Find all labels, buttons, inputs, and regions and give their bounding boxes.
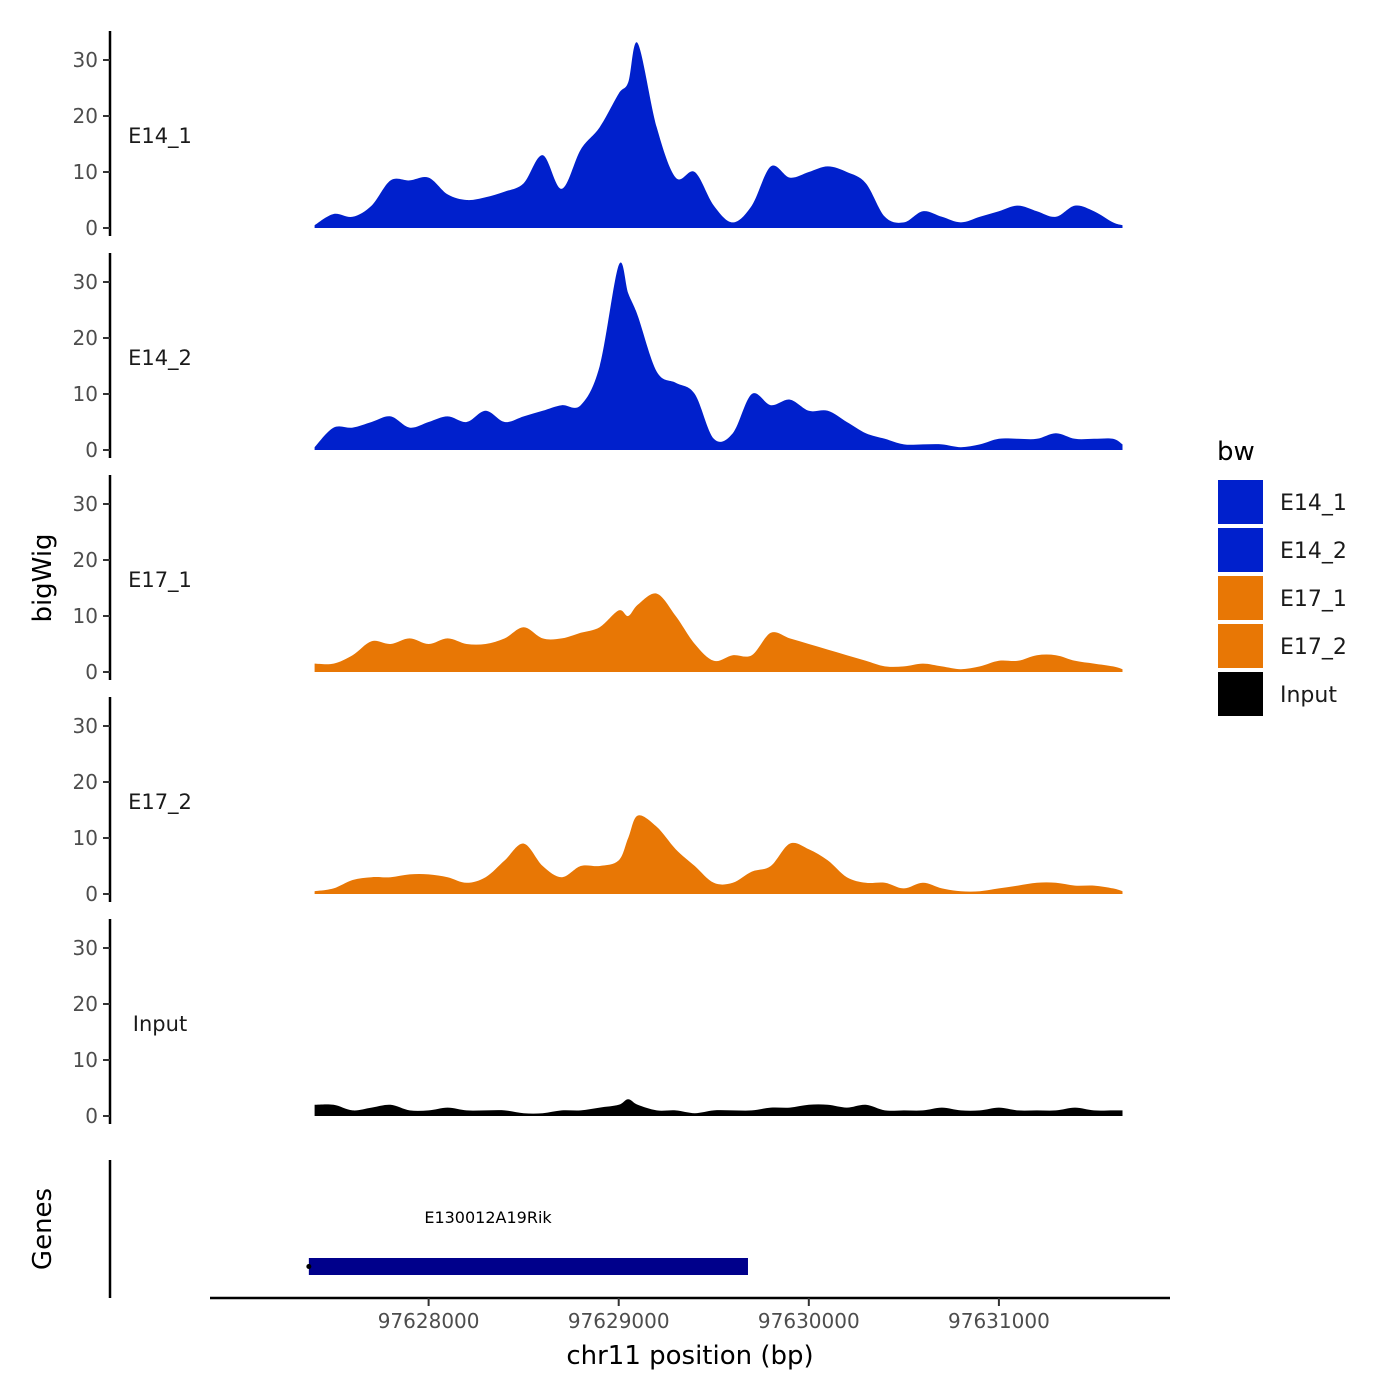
y-tick-label: 10 [73,604,98,628]
genes-panel: E130012A19Rik Genes [28,1160,748,1298]
legend-label: Input [1280,683,1337,708]
y-tick-label: 0 [85,1104,98,1128]
legend-title: bw [1217,437,1255,467]
legend-label: E14_2 [1280,539,1347,564]
legend: bw E14_1 E14_2 E17_1 E17_2 Input [1217,437,1347,716]
gene-label: E130012A19Rik [424,1208,552,1227]
x-tick-label: 97628000 [378,1309,480,1333]
track-label: E14_2 [128,346,192,371]
track-E14_2: 0 10 20 30 E14_2 [73,253,1123,462]
gene-body [308,1258,748,1275]
x-tick-label: 97629000 [568,1309,670,1333]
y-tick-label: 30 [73,270,98,294]
signal-area-E17_2 [314,815,1123,894]
track-label: E17_2 [128,790,192,815]
legend-key-E14_1 [1218,480,1263,524]
signal-area-E14_2 [314,262,1123,450]
signal-area-E14_1 [314,42,1123,228]
signal-tracks: 0 10 20 30 E14_1 0 10 20 30 E14_2 0 10 20 30 E17_1 0 10 2… [73,31,1123,1128]
y-tick-label: 20 [73,992,98,1016]
track-E17_1: 0 10 20 30 E17_1 [73,475,1123,684]
legend-label: E14_1 [1280,491,1347,516]
y-tick-label: 0 [85,216,98,240]
genes-axis-title: Genes [28,1188,58,1270]
legend-key-E17_1 [1218,576,1263,620]
legend-key-E14_2 [1218,528,1263,572]
track-label: E17_1 [128,568,192,593]
track-E14_1: 0 10 20 30 E14_1 [73,31,1123,240]
y-tick-label: 0 [85,882,98,906]
y-tick-label: 30 [73,48,98,72]
legend-label: E17_1 [1280,587,1347,612]
legend-key-E17_2 [1218,624,1263,668]
y-tick-label: 10 [73,826,98,850]
y-tick-label: 10 [73,1048,98,1072]
y-tick-label: 0 [85,660,98,684]
y-tick-label: 30 [73,714,98,738]
track-label: Input [133,1012,187,1036]
x-tick-label: 97631000 [948,1309,1050,1333]
x-axis: chr11 position (bp) 97628000 97629000 9763… [210,1296,1170,1371]
y-tick-label: 20 [73,548,98,572]
y-tick-label: 30 [73,492,98,516]
y-tick-label: 20 [73,770,98,794]
track-E17_2: 0 10 20 30 E17_2 [73,697,1123,906]
gene-start-marker [306,1264,312,1269]
y-tick-label: 0 [85,438,98,462]
y-tick-label: 10 [73,160,98,184]
signal-area-Input [314,1099,1123,1116]
track-label: E14_1 [128,124,192,149]
legend-label: E17_2 [1280,635,1347,660]
y-axis-title: bigWig [28,533,58,622]
y-tick-label: 30 [73,936,98,960]
x-axis-title: chr11 position (bp) [566,1341,813,1371]
track-Input: 0 10 20 30 Input [73,919,1123,1128]
y-tick-label: 20 [73,104,98,128]
signal-area-E17_1 [314,593,1123,672]
legend-key-Input [1218,672,1263,716]
y-tick-label: 20 [73,326,98,350]
x-tick-label: 97630000 [758,1309,860,1333]
y-tick-label: 10 [73,382,98,406]
